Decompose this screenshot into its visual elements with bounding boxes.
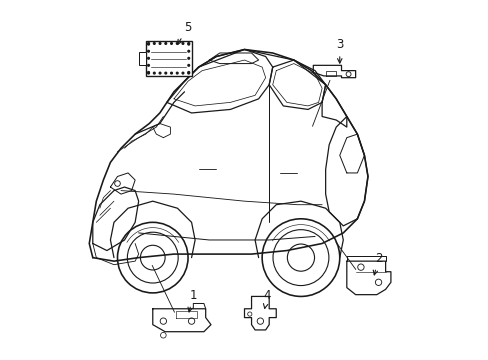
Circle shape bbox=[176, 72, 178, 74]
Circle shape bbox=[187, 72, 189, 74]
Circle shape bbox=[147, 50, 149, 52]
Circle shape bbox=[170, 42, 172, 44]
Circle shape bbox=[187, 72, 189, 73]
Circle shape bbox=[170, 72, 172, 74]
Circle shape bbox=[147, 64, 149, 66]
Circle shape bbox=[176, 42, 178, 44]
Circle shape bbox=[187, 43, 189, 45]
Circle shape bbox=[153, 42, 155, 44]
Circle shape bbox=[147, 43, 149, 45]
Circle shape bbox=[147, 42, 149, 44]
Circle shape bbox=[164, 42, 166, 44]
Circle shape bbox=[164, 72, 166, 74]
Circle shape bbox=[147, 58, 149, 59]
Text: 1: 1 bbox=[187, 289, 197, 312]
Text: 5: 5 bbox=[178, 21, 191, 44]
Circle shape bbox=[153, 72, 155, 74]
Circle shape bbox=[147, 72, 149, 73]
Circle shape bbox=[187, 50, 189, 52]
Text: 4: 4 bbox=[263, 289, 271, 309]
Circle shape bbox=[147, 72, 149, 74]
Circle shape bbox=[187, 58, 189, 59]
Circle shape bbox=[182, 42, 183, 44]
Bar bbox=[145, 41, 191, 76]
Text: 3: 3 bbox=[335, 38, 343, 63]
Circle shape bbox=[187, 64, 189, 66]
Circle shape bbox=[159, 42, 161, 44]
Circle shape bbox=[182, 72, 183, 74]
Bar bbox=[139, 52, 145, 65]
Text: 2: 2 bbox=[372, 252, 382, 275]
Circle shape bbox=[187, 42, 189, 44]
Circle shape bbox=[159, 72, 161, 74]
